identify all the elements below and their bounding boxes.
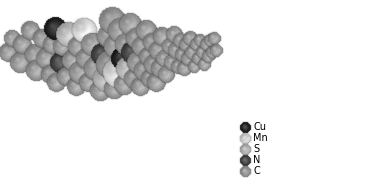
Text: Mn: Mn — [253, 133, 268, 143]
Text: C: C — [253, 166, 260, 176]
Text: N: N — [253, 155, 260, 165]
Text: S: S — [253, 144, 259, 154]
Text: Cu: Cu — [253, 122, 266, 132]
